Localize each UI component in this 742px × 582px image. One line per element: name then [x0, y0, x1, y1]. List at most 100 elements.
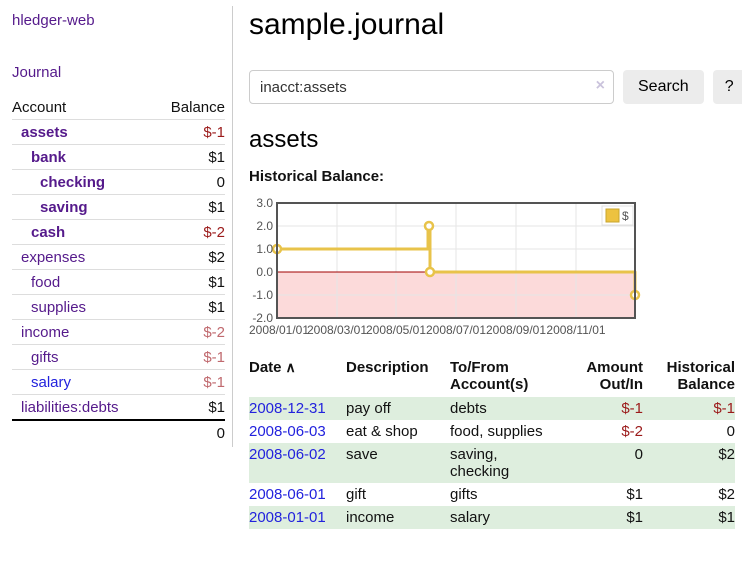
chart-legend: $	[601, 205, 634, 226]
svg-text:2.0: 2.0	[256, 219, 273, 233]
transaction-accounts: debts	[450, 400, 487, 417]
account-row-food: food $1	[12, 269, 225, 295]
help-button[interactable]: ?	[712, 70, 742, 104]
account-link-saving[interactable]: saving	[40, 199, 88, 216]
sidebar-item-journal[interactable]: Journal	[12, 64, 62, 81]
search-input[interactable]	[249, 70, 614, 104]
account-link-expenses[interactable]: expenses	[21, 249, 86, 266]
account-balance: $1	[208, 399, 225, 416]
search-form: × Search ?	[249, 70, 742, 104]
x-axis-labels: 2008/01/01 2008/03/01 2008/05/01 2008/07…	[249, 323, 606, 337]
account-balance: $-2	[203, 324, 225, 341]
amount-column-header: Amount Out/In	[586, 359, 643, 393]
accounts-table: Account Balance assets $-1 bank $1 check…	[12, 95, 225, 445]
account-row-supplies: supplies $1	[12, 294, 225, 320]
legend-label: $	[622, 209, 629, 223]
sidebar: hledger-web Journal Account Balance asse…	[0, 6, 233, 447]
transaction-accounts: saving, checking	[450, 446, 510, 480]
svg-text:2008/11/01: 2008/11/01	[546, 323, 605, 337]
account-link-cash[interactable]: cash	[31, 224, 66, 241]
transaction-amount: $1	[626, 509, 643, 526]
account-row-income: income $-2	[12, 319, 225, 345]
chart-title: Historical Balance:	[249, 168, 385, 185]
y-axis-labels: 3.0 2.0 1.0 0.0 -1.0 -2.0	[252, 196, 273, 325]
chart-canvas: $ 3.0 2.0 1.0 0.0 -1.0 -2.0 2008/01/01 2…	[249, 196, 641, 337]
account-link-food[interactable]: food	[31, 274, 61, 291]
transaction-date-link[interactable]: 2008-06-01	[249, 486, 326, 503]
data-point-markers	[271, 220, 641, 301]
transaction-amount: $1	[626, 486, 643, 503]
account-row-cash: cash $-2	[12, 219, 225, 245]
clear-search-icon[interactable]: ×	[595, 77, 605, 94]
account-row-assets: assets $-1	[12, 119, 225, 145]
accounts-column-header: To/From Account(s)	[450, 359, 529, 393]
transaction-date-link[interactable]: 2008-12-31	[249, 400, 326, 417]
account-balance: 0	[216, 174, 225, 191]
account-link-bank[interactable]: bank	[31, 149, 67, 166]
transaction-description: gift	[346, 486, 367, 503]
transaction-date-link[interactable]: 2008-06-03	[249, 423, 326, 440]
account-balance: $1	[208, 149, 225, 166]
accounts-total-row: 0	[12, 420, 225, 445]
svg-text:1.0: 1.0	[256, 242, 273, 256]
description-column-header: Description	[346, 359, 429, 376]
search-button[interactable]: Search	[623, 70, 704, 104]
account-heading: assets	[249, 126, 319, 153]
transaction-accounts: salary	[450, 509, 491, 526]
vertical-gridlines	[336, 203, 577, 318]
account-link-supplies[interactable]: supplies	[31, 299, 87, 316]
account-row-bank: bank $1	[12, 144, 225, 170]
app-title-link[interactable]: hledger-web	[12, 12, 95, 29]
svg-text:2008/01/01: 2008/01/01	[249, 323, 309, 337]
register-header-row: Date ∧ Description To/From Account(s) Amo…	[249, 357, 735, 397]
svg-text:2008/07/01: 2008/07/01	[426, 323, 486, 337]
account-row-expenses: expenses $2	[12, 244, 225, 270]
svg-text:3.0: 3.0	[256, 196, 273, 210]
register-table: Date ∧ Description To/From Account(s) Amo…	[249, 357, 735, 529]
transaction-date-link[interactable]: 2008-01-01	[249, 509, 326, 526]
account-link-salary[interactable]: salary	[31, 374, 72, 391]
account-balance: $1	[208, 299, 225, 316]
transaction-balance: $2	[718, 446, 735, 463]
balance-chart: $ 3.0 2.0 1.0 0.0 -1.0 -2.0 2008/01/01 2…	[249, 195, 742, 340]
account-balance: $-1	[203, 374, 225, 391]
account-row-saving: saving $1	[12, 194, 225, 220]
register-row: 2008-01-01 income salary $1 $1	[249, 506, 735, 529]
account-link-liabilities-debts[interactable]: liabilities:debts	[21, 399, 119, 416]
transaction-amount: $-2	[621, 423, 643, 440]
chart-border	[276, 202, 636, 319]
transaction-description: save	[346, 446, 378, 463]
transaction-accounts: food, supplies	[450, 423, 543, 440]
account-balance: $1	[208, 199, 225, 216]
account-row-liabilities-debts: liabilities:debts $1	[12, 394, 225, 421]
main-content: sample.journal × Search ? assets Histori…	[233, 6, 742, 529]
transaction-balance: $2	[718, 486, 735, 503]
account-link-gifts[interactable]: gifts	[31, 349, 59, 366]
svg-text:-2.0: -2.0	[252, 311, 273, 325]
account-balance: $-2	[203, 224, 225, 241]
account-link-assets[interactable]: assets	[21, 124, 68, 141]
account-row-checking: checking 0	[12, 169, 225, 195]
svg-text:2008/05/01: 2008/05/01	[366, 323, 426, 337]
svg-text:2008/03/01: 2008/03/01	[307, 323, 367, 337]
transaction-balance: 0	[726, 423, 735, 440]
transaction-description: eat & shop	[346, 423, 418, 440]
account-column-header: Account	[12, 99, 67, 116]
register-row: 2008-06-01 gift gifts $1 $2	[249, 483, 735, 506]
account-balance: $2	[208, 249, 225, 266]
balance-column-header: Balance	[170, 99, 225, 116]
transaction-balance: $1	[718, 509, 735, 526]
account-link-checking[interactable]: checking	[40, 174, 106, 191]
balance-column-header2: Historical Balance	[666, 359, 735, 393]
transaction-amount: $-1	[621, 400, 643, 417]
transaction-date-link[interactable]: 2008-06-02	[249, 446, 326, 463]
legend-swatch	[605, 208, 620, 223]
transaction-balance: $-1	[713, 400, 735, 417]
account-balance: $-1	[203, 124, 225, 141]
search-box: ×	[249, 70, 614, 104]
account-balance: $-1	[203, 349, 225, 366]
sort-ascending-icon: ∧	[285, 359, 296, 375]
svg-text:-1.0: -1.0	[252, 288, 273, 302]
date-column-header[interactable]: Date ∧	[249, 359, 296, 376]
account-link-income[interactable]: income	[21, 324, 70, 341]
